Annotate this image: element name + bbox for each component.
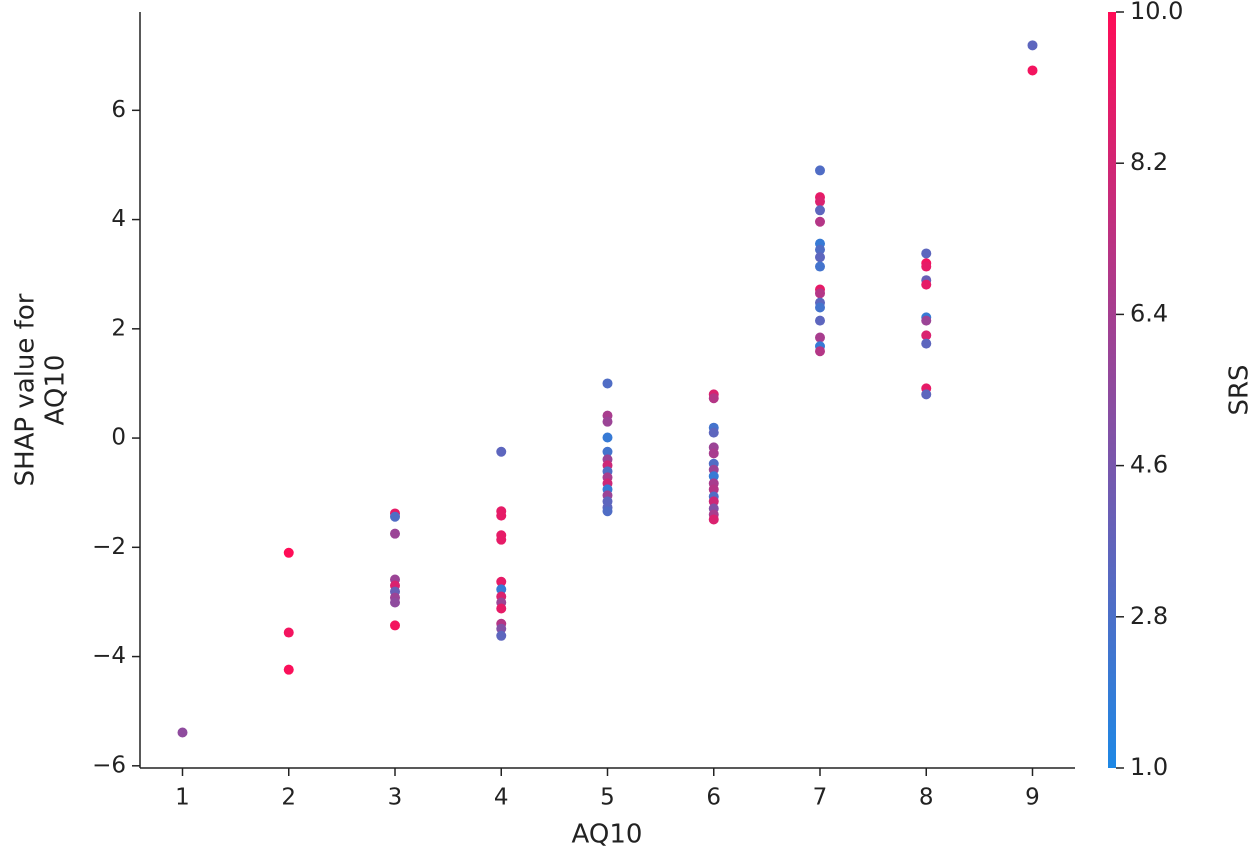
point bbox=[709, 448, 719, 458]
x-tick-label: 6 bbox=[706, 785, 721, 811]
y-tick-label: 0 bbox=[111, 425, 126, 451]
point bbox=[815, 205, 825, 215]
point bbox=[603, 433, 613, 443]
point bbox=[815, 217, 825, 227]
colorbar-label: SRS bbox=[1225, 364, 1254, 415]
point bbox=[603, 417, 613, 427]
point bbox=[815, 333, 825, 343]
colorbar-tick-label: 2.8 bbox=[1130, 602, 1168, 630]
x-tick-label: 5 bbox=[600, 785, 615, 811]
point bbox=[921, 280, 931, 290]
point bbox=[496, 447, 506, 457]
x-axis-label: AQ10 bbox=[572, 820, 643, 850]
y-tick-label: 4 bbox=[111, 206, 126, 232]
point bbox=[815, 252, 825, 262]
point bbox=[496, 535, 506, 545]
x-tick-label: 3 bbox=[388, 785, 403, 811]
x-tick-label: 7 bbox=[813, 785, 828, 811]
point bbox=[815, 346, 825, 356]
y-axis-label: AQ10 bbox=[41, 355, 71, 426]
point bbox=[390, 620, 400, 630]
point bbox=[284, 628, 294, 638]
point bbox=[1028, 65, 1038, 75]
colorbar-tick-label: 4.6 bbox=[1130, 451, 1168, 479]
y-tick-label: −4 bbox=[92, 643, 126, 669]
point bbox=[709, 393, 719, 403]
point bbox=[921, 262, 931, 272]
y-tick-label: −6 bbox=[92, 752, 126, 778]
x-tick-label: 1 bbox=[175, 785, 190, 811]
point bbox=[709, 514, 719, 524]
point bbox=[390, 597, 400, 607]
point bbox=[284, 548, 294, 558]
x-tick-label: 8 bbox=[919, 785, 934, 811]
point bbox=[815, 303, 825, 313]
point bbox=[496, 631, 506, 641]
point bbox=[496, 511, 506, 521]
y-axis-label: SHAP value for bbox=[11, 293, 41, 486]
point bbox=[390, 512, 400, 522]
colorbar-tick-label: 6.4 bbox=[1130, 299, 1168, 327]
point bbox=[390, 529, 400, 539]
point bbox=[921, 316, 931, 326]
colorbar-tick-label: 8.2 bbox=[1130, 148, 1168, 176]
colorbar bbox=[1108, 12, 1116, 768]
point bbox=[603, 506, 613, 516]
point bbox=[921, 248, 931, 258]
point bbox=[815, 165, 825, 175]
x-tick-label: 2 bbox=[281, 785, 296, 811]
point bbox=[603, 378, 613, 388]
y-tick-label: −2 bbox=[92, 534, 126, 560]
point bbox=[921, 389, 931, 399]
point bbox=[815, 316, 825, 326]
point bbox=[496, 603, 506, 613]
point bbox=[1028, 40, 1038, 50]
x-tick-label: 9 bbox=[1025, 785, 1040, 811]
point bbox=[178, 727, 188, 737]
colorbar-tick-label: 10.0 bbox=[1130, 0, 1183, 25]
point bbox=[815, 288, 825, 298]
point bbox=[709, 428, 719, 438]
y-tick-label: 2 bbox=[111, 315, 126, 341]
point bbox=[815, 262, 825, 272]
colorbar-tick-label: 1.0 bbox=[1130, 753, 1168, 781]
point bbox=[284, 665, 294, 675]
y-tick-label: 6 bbox=[111, 97, 126, 123]
x-tick-label: 4 bbox=[494, 785, 509, 811]
point bbox=[921, 339, 931, 349]
point bbox=[815, 197, 825, 207]
